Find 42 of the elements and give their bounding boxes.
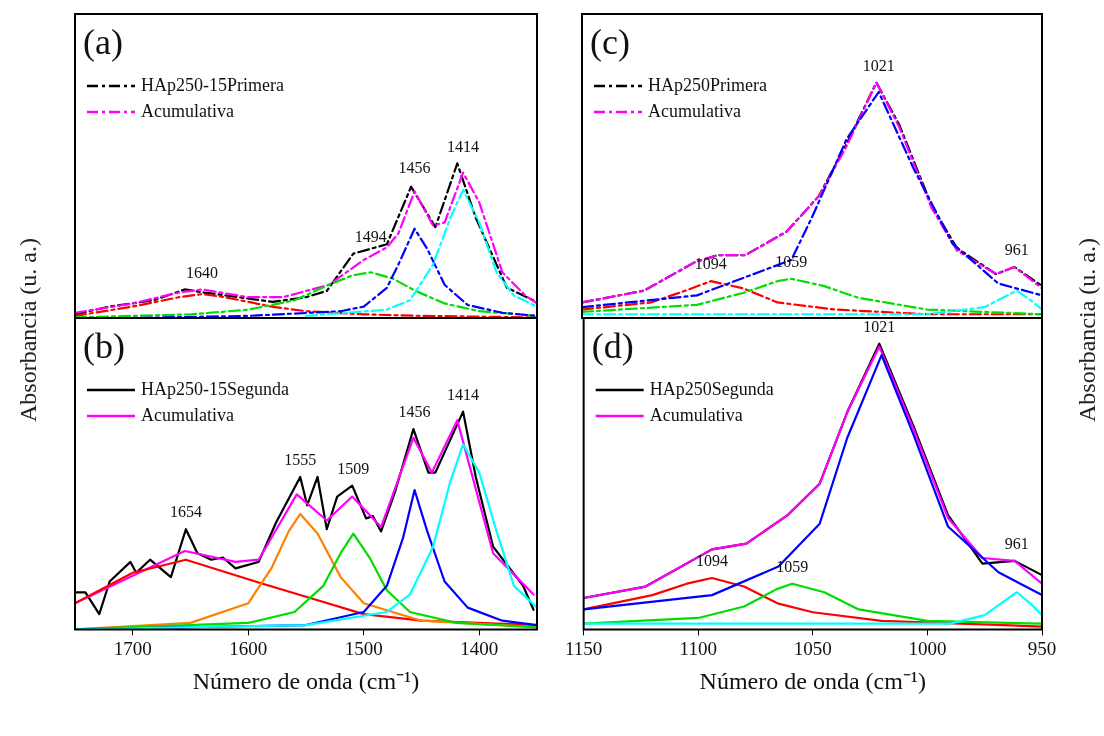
annotation: 1456 xyxy=(398,159,431,177)
chart-title: (b) xyxy=(83,326,125,366)
y2-axis-title: Absorbancia (u. a.) xyxy=(1073,238,1101,422)
annotation: 1021 xyxy=(862,56,895,74)
x-tick-label: 1050 xyxy=(793,637,832,659)
annotation: 1494 xyxy=(354,227,387,245)
legend-label: HAp250Primera xyxy=(648,74,767,95)
annotation: 1094 xyxy=(694,255,727,273)
legend-label: Acumulativa xyxy=(141,404,234,425)
annotation: 1059 xyxy=(775,253,808,271)
legend-label: HAp250Segunda xyxy=(649,378,774,399)
x-axis-title: Número de onda (cm⁻¹) xyxy=(192,667,420,694)
x-tick-label: 1000 xyxy=(908,637,947,659)
annotation: 961 xyxy=(1004,535,1029,553)
legend-label: Acumulativa xyxy=(648,100,741,121)
x-tick-label: 1600 xyxy=(229,637,268,659)
x-tick-label: 1500 xyxy=(344,637,383,659)
x-tick-label: 1100 xyxy=(679,637,717,659)
annotation: 1509 xyxy=(337,459,370,477)
legend-label: HAp250-15Primera xyxy=(141,74,284,95)
x-tick-label: 1700 xyxy=(113,637,152,659)
annotation: 1456 xyxy=(398,403,431,421)
legend-label: HAp250-15Segunda xyxy=(141,378,289,399)
x-tick-label: 1150 xyxy=(565,637,603,659)
annotation: 1555 xyxy=(284,451,317,469)
chart-title: (c) xyxy=(590,22,630,62)
annotation: 1059 xyxy=(776,557,809,575)
annotation: 1021 xyxy=(863,317,896,335)
x-tick-label: 1400 xyxy=(460,637,499,659)
legend-label: Acumulativa xyxy=(141,100,234,121)
annotation: 1654 xyxy=(169,503,202,521)
annotation: 1414 xyxy=(447,385,480,403)
annotation: 1414 xyxy=(447,137,480,155)
legend-label: Acumulativa xyxy=(649,404,743,425)
chart-title: (a) xyxy=(83,22,123,62)
chart-title: (d) xyxy=(591,326,634,366)
y-axis-title: Absorbancia (u. a.) xyxy=(14,238,42,422)
annotation: 1094 xyxy=(695,552,728,570)
x-tick-label: 950 xyxy=(1027,637,1057,659)
x-axis-title: Número de onda (cm⁻¹) xyxy=(699,667,927,694)
annotation: 1640 xyxy=(186,263,219,281)
annotation: 961 xyxy=(1004,241,1029,259)
